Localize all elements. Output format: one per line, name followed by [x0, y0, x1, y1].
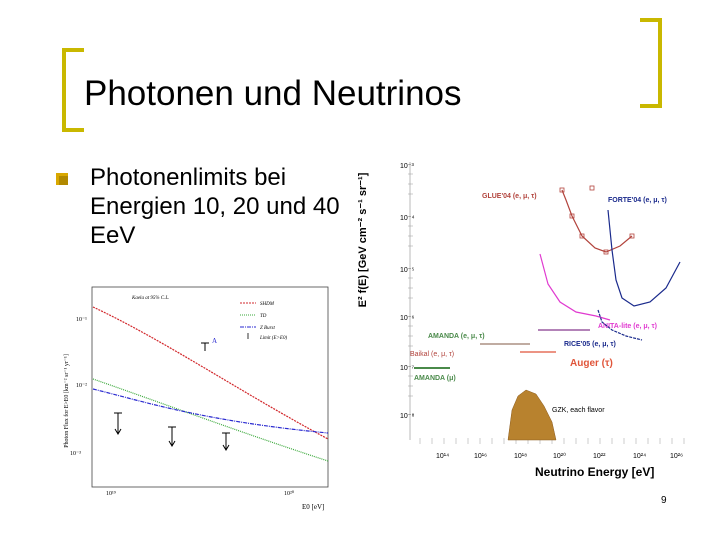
right-plot-ylabel: E² f(E) [GeV cm⁻² s⁻¹ sr⁻¹]	[357, 172, 369, 307]
left-legend-limit: Limit (E>E0)	[259, 336, 287, 341]
label-amanda-mu: AMANDA (μ)	[414, 375, 456, 382]
title-bracket-left	[62, 48, 84, 132]
neutrino-flux-plot: E² f(E) [GeV cm⁻² s⁻¹ sr⁻¹] 10⁻³ 10⁻⁴ 10…	[350, 150, 695, 490]
left-legend-zburst: Z Burst	[260, 326, 275, 331]
slide-title: Photonen und Neutrinos	[84, 74, 462, 113]
photon-limit-plot: Photon Flux for E>E0 [km⁻² sr⁻¹ yr⁻¹] 10…	[62, 283, 334, 515]
left-xtick-2: 10²⁰	[284, 490, 295, 497]
left-plot-marker: A	[212, 337, 217, 345]
label-forte: FORTE'04 (e, μ, τ)	[608, 197, 667, 204]
page-number: 9	[661, 495, 667, 506]
label-rice: RICE'05 (e, μ, τ)	[564, 341, 616, 348]
label-glue: GLUE'04 (e, μ, τ)	[482, 193, 537, 200]
right-ytick-2: 10⁻⁴	[400, 215, 415, 222]
left-legend-header: Kaela at 95% C.L.	[131, 296, 169, 301]
right-xtick-6: 10²⁴	[633, 453, 646, 460]
left-ytick-2: 10⁻²	[76, 383, 87, 389]
right-ytick-3: 10⁻⁵	[400, 267, 414, 274]
right-xtick-2: 10¹⁶	[474, 453, 487, 460]
left-xtick-1: 10¹⁹	[106, 491, 116, 497]
right-xtick-4: 10²⁰	[553, 452, 566, 460]
label-amanda-all: AMANDA (e, μ, τ)	[428, 333, 485, 340]
left-plot-ylabel: Photon Flux for E>E0 [km⁻² sr⁻¹ yr⁻¹]	[63, 354, 70, 448]
left-legend-shdm: SHDM	[260, 302, 275, 307]
right-plot-xlabel: Neutrino Energy [eV]	[535, 465, 654, 479]
right-ytick-1: 10⁻³	[400, 163, 414, 170]
right-ytick-6: 10⁻⁸	[400, 413, 414, 420]
label-gzk: GZK, each flavor	[552, 407, 605, 414]
left-legend-td: TD	[260, 314, 267, 319]
right-xtick-3: 10¹⁸	[514, 453, 527, 460]
left-ytick-3: 10⁻³	[70, 451, 81, 457]
right-xtick-5: 10²²	[593, 453, 606, 460]
label-anita: ANITA-lite (e, μ, τ)	[598, 323, 657, 330]
right-xtick-7: 10²⁶	[670, 453, 683, 460]
right-ytick-5: 10⁻⁷	[400, 365, 414, 372]
left-plot-xlabel: E0 [eV]	[302, 503, 324, 511]
label-auger: Auger (τ)	[570, 358, 613, 369]
right-xtick-1: 10¹⁴	[436, 453, 449, 460]
bullet-square-icon	[56, 173, 68, 185]
title-bracket-right	[640, 18, 662, 108]
bullet-text: Photonenlimits bei Energien 10, 20 und 4…	[90, 164, 340, 249]
right-ytick-4: 10⁻⁶	[400, 315, 414, 322]
left-ytick-1: 10⁻¹	[76, 317, 87, 323]
label-baikal: Baikal (e, μ, τ)	[410, 351, 454, 358]
